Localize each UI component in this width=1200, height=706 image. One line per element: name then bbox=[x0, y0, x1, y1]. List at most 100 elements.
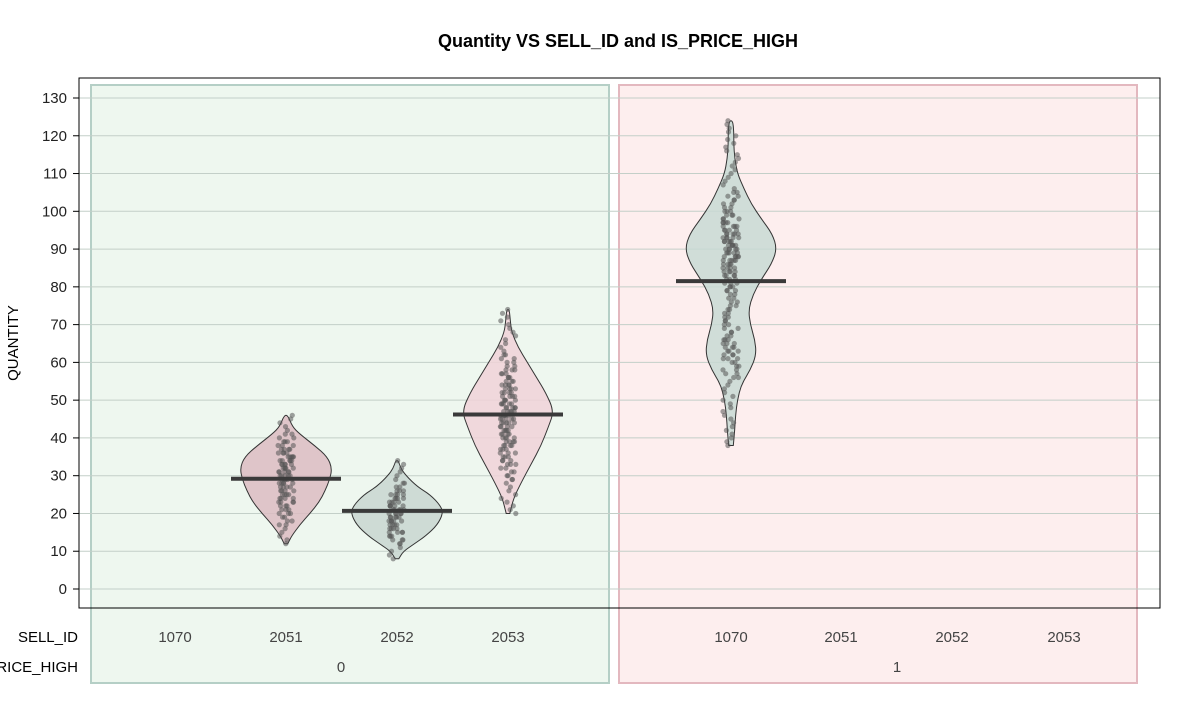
data-point bbox=[725, 118, 731, 124]
data-point bbox=[275, 442, 281, 449]
data-point bbox=[725, 193, 731, 199]
data-point bbox=[287, 484, 293, 490]
data-point bbox=[506, 382, 512, 388]
data-point bbox=[400, 488, 407, 494]
data-point bbox=[732, 265, 738, 271]
sell-id-label: 2052 bbox=[935, 629, 968, 646]
data-point bbox=[393, 484, 399, 490]
data-point bbox=[724, 288, 730, 294]
data-point bbox=[720, 223, 726, 229]
data-point bbox=[729, 201, 735, 207]
data-point bbox=[498, 465, 504, 471]
data-point bbox=[399, 518, 405, 524]
data-point bbox=[395, 458, 401, 464]
data-point bbox=[508, 458, 514, 464]
data-point bbox=[721, 337, 727, 343]
data-point bbox=[725, 348, 731, 354]
y-tick-label: 30 bbox=[50, 468, 67, 485]
sell-id-label: 1070 bbox=[158, 629, 191, 646]
data-point bbox=[276, 522, 282, 528]
data-point bbox=[511, 359, 517, 365]
grid-lines bbox=[79, 97, 1160, 590]
x-axis-labels: 1070 2051 2052 2053 0 1070 2051 2052 2053 1 bbox=[158, 629, 1080, 676]
data-point bbox=[727, 291, 734, 297]
price-high-label: 1 bbox=[893, 659, 901, 676]
data-point bbox=[499, 390, 505, 396]
data-point bbox=[501, 348, 507, 354]
data-point bbox=[286, 492, 292, 498]
data-point bbox=[731, 344, 737, 350]
data-point bbox=[498, 344, 504, 350]
data-point bbox=[729, 163, 735, 169]
data-point bbox=[721, 386, 728, 392]
data-point bbox=[284, 537, 290, 543]
y-tick-label: 60 bbox=[50, 354, 67, 371]
y-tick-label: 40 bbox=[50, 430, 67, 447]
data-point bbox=[504, 363, 510, 369]
data-point bbox=[505, 306, 511, 313]
data-point bbox=[502, 454, 508, 460]
data-point bbox=[275, 450, 281, 456]
data-point bbox=[394, 473, 400, 479]
price-high-label: 0 bbox=[337, 659, 345, 676]
data-point bbox=[731, 186, 737, 192]
y-tick-label: 110 bbox=[43, 166, 67, 183]
data-point bbox=[733, 246, 739, 252]
data-point bbox=[386, 552, 392, 558]
data-point bbox=[720, 261, 727, 267]
data-point bbox=[503, 340, 509, 347]
data-point bbox=[513, 461, 519, 467]
data-point bbox=[502, 386, 508, 392]
data-point bbox=[728, 329, 735, 335]
y-tick-label: 130 bbox=[42, 90, 67, 107]
data-point bbox=[503, 480, 509, 486]
data-point bbox=[498, 495, 504, 501]
data-point bbox=[506, 401, 512, 407]
data-point bbox=[510, 329, 516, 335]
data-point bbox=[399, 537, 405, 543]
y-axis: 0 10 20 30 40 50 60 70 80 90 100 110 120 130 bbox=[42, 90, 79, 598]
data-point bbox=[720, 216, 727, 222]
data-point bbox=[501, 352, 507, 358]
data-point bbox=[735, 348, 741, 354]
data-point bbox=[390, 556, 396, 562]
sell-id-label: 2051 bbox=[269, 629, 302, 646]
data-point bbox=[507, 507, 513, 513]
data-point bbox=[511, 356, 517, 362]
y-tick-label: 100 bbox=[42, 203, 67, 220]
y-tick-label: 120 bbox=[42, 128, 67, 145]
data-point bbox=[734, 371, 740, 377]
data-point bbox=[512, 386, 519, 392]
data-point bbox=[732, 288, 739, 294]
data-point bbox=[731, 340, 737, 347]
sell-id-label: 2053 bbox=[491, 629, 524, 646]
data-point bbox=[726, 227, 732, 233]
data-point bbox=[287, 446, 293, 452]
row-label-is-price-high: IS_PRICE_HIGH bbox=[0, 659, 78, 676]
mean-lines bbox=[231, 279, 786, 513]
data-point bbox=[723, 427, 730, 433]
data-point bbox=[509, 424, 515, 430]
data-point bbox=[725, 356, 731, 362]
data-point bbox=[285, 510, 292, 517]
data-point bbox=[502, 397, 508, 403]
data-point bbox=[725, 136, 731, 143]
data-point bbox=[735, 356, 741, 362]
data-point bbox=[291, 488, 297, 494]
data-point bbox=[720, 397, 726, 403]
data-point bbox=[277, 420, 283, 426]
data-point bbox=[499, 382, 505, 388]
data-point bbox=[733, 367, 740, 373]
data-point bbox=[510, 416, 517, 422]
y-axis-label: QUANTITY bbox=[5, 305, 22, 381]
data-point bbox=[723, 246, 729, 252]
data-point bbox=[727, 401, 733, 407]
sell-id-label: 2053 bbox=[1047, 629, 1080, 646]
data-point bbox=[730, 212, 736, 218]
data-point bbox=[397, 541, 403, 547]
data-point bbox=[722, 314, 728, 320]
data-point bbox=[728, 416, 734, 422]
data-point bbox=[734, 152, 740, 158]
data-point bbox=[282, 424, 289, 430]
data-point bbox=[732, 272, 738, 279]
